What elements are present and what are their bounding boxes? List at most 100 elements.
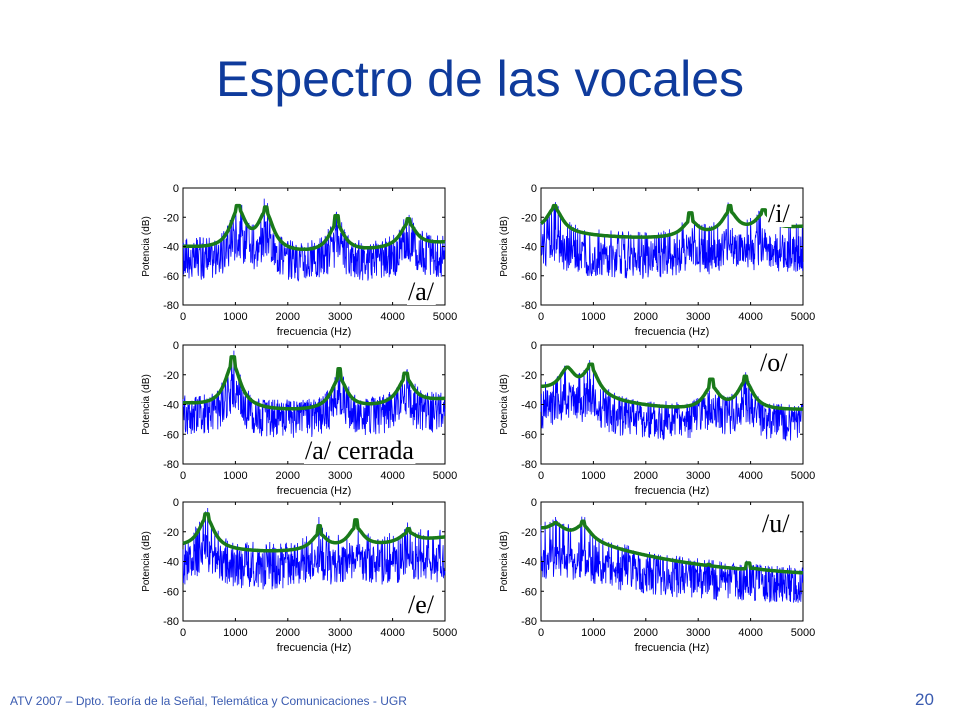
x-tick-label: 1000 (581, 627, 605, 639)
x-tick-label: 0 (538, 470, 544, 482)
x-tick-label: 0 (180, 627, 186, 639)
envelope-line (182, 355, 446, 411)
x-tick-label: 5000 (433, 470, 457, 482)
y-tick-label: 0 (173, 497, 179, 509)
y-axis-label: Potencia (dB) (141, 374, 152, 435)
x-tick-label: 4000 (738, 311, 762, 323)
x-tick-label: 5000 (791, 470, 815, 482)
y-tick-label: -20 (163, 370, 179, 382)
y-tick-label: 0 (531, 340, 537, 352)
x-tick-label: 5000 (791, 311, 815, 323)
vowel-chart-3: 0 1000 2000 3000 4000 5000 0 -20 -40 -60 -80 frecue… (141, 340, 457, 497)
vowel-chart-4: 0 1000 2000 3000 4000 5000 0 -20 -40 -60 -80 frecue… (499, 340, 815, 497)
x-tick-label: 0 (180, 470, 186, 482)
y-tick-label: 0 (173, 183, 179, 195)
x-tick-label: 1000 (581, 470, 605, 482)
y-tick-label: -40 (521, 557, 537, 569)
y-tick-label: -20 (521, 212, 537, 224)
y-tick-label: -20 (163, 527, 179, 539)
x-tick-label: 3000 (686, 627, 710, 639)
vowel-chart-1: 0 1000 2000 3000 4000 5000 0 -20 -40 -60 -80 frecue… (141, 183, 457, 338)
spectrum-line (540, 202, 804, 279)
y-tick-label: -60 (521, 271, 537, 283)
y-axis-label: Potencia (dB) (141, 216, 152, 277)
x-tick-label: 2000 (276, 470, 300, 482)
y-tick-label: -80 (521, 459, 537, 471)
envelope-line (182, 512, 446, 553)
y-tick-label: -60 (163, 586, 179, 598)
vowel-label-background (304, 438, 416, 464)
y-tick-label: 0 (531, 497, 537, 509)
y-axis-label: Potencia (dB) (141, 531, 152, 592)
x-tick-label: 2000 (634, 627, 658, 639)
y-tick-label: -60 (521, 586, 537, 598)
y-tick-label: -20 (521, 370, 537, 382)
envelope-line (540, 519, 804, 575)
x-tick-label: 0 (538, 627, 544, 639)
vowel-label-background (407, 592, 436, 618)
vowel-label: /a/ (408, 277, 435, 306)
y-tick-label: -20 (521, 527, 537, 539)
slide-footer: ATV 2007 – Dpto. Teoría de la Señal, Tel… (10, 694, 407, 708)
y-tick-label: -80 (521, 300, 537, 312)
y-axis-label: Potencia (dB) (499, 531, 510, 592)
y-tick-label: -80 (521, 616, 537, 628)
x-tick-label: 4000 (380, 470, 404, 482)
spectrum-line (182, 198, 446, 282)
y-axis-label: Potencia (dB) (499, 374, 510, 435)
vowel-label: /e/ (408, 590, 435, 619)
envelope-line (540, 362, 804, 411)
vowel-label: /i/ (768, 199, 790, 228)
spectrum-line (182, 507, 446, 590)
vowel-label: /a/ cerrada (305, 436, 414, 465)
x-axis-label: frecuencia (Hz) (277, 326, 352, 338)
x-tick-label: 4000 (380, 311, 404, 323)
x-axis-label: frecuencia (Hz) (277, 485, 352, 497)
page-number: 20 (915, 690, 934, 709)
y-tick-label: -40 (163, 557, 179, 569)
x-tick-label: 3000 (686, 311, 710, 323)
y-tick-label: 0 (173, 340, 179, 352)
vowel-label-background (759, 350, 790, 376)
x-tick-label: 1000 (223, 311, 247, 323)
x-tick-label: 3000 (686, 470, 710, 482)
y-tick-label: -40 (521, 242, 537, 254)
y-tick-label: -80 (163, 300, 179, 312)
x-tick-label: 4000 (738, 470, 762, 482)
x-tick-label: 4000 (380, 627, 404, 639)
vowel-chart-5: 0 1000 2000 3000 4000 5000 0 -20 -40 -60 -80 frecue… (141, 497, 457, 654)
x-axis-label: frecuencia (Hz) (635, 642, 710, 654)
x-tick-label: 1000 (223, 470, 247, 482)
x-tick-label: 4000 (738, 627, 762, 639)
y-tick-label: -60 (163, 429, 179, 441)
x-tick-label: 2000 (634, 470, 658, 482)
x-tick-label: 3000 (328, 627, 352, 639)
x-tick-label: 2000 (634, 311, 658, 323)
spectrum-line (540, 360, 804, 442)
x-tick-label: 0 (180, 311, 186, 323)
x-tick-label: 0 (538, 311, 544, 323)
x-tick-label: 5000 (433, 311, 457, 323)
vowel-label-background (767, 201, 792, 227)
y-tick-label: -80 (163, 616, 179, 628)
envelope-line (182, 203, 446, 252)
vowel-label-background (407, 279, 436, 305)
y-axis-label: Potencia (dB) (499, 216, 510, 277)
vowel-label: /o/ (760, 348, 788, 377)
x-tick-label: 5000 (791, 627, 815, 639)
vowel-label-background (761, 511, 792, 537)
y-tick-label: -40 (521, 400, 537, 412)
envelope-line (539, 203, 804, 239)
x-tick-label: 1000 (581, 311, 605, 323)
vowel-label: /u/ (762, 509, 790, 538)
y-tick-label: -40 (163, 400, 179, 412)
x-tick-label: 1000 (223, 627, 247, 639)
x-axis-label: frecuencia (Hz) (635, 326, 710, 338)
x-tick-label: 2000 (276, 627, 300, 639)
y-tick-label: 0 (531, 183, 537, 195)
x-tick-label: 3000 (328, 311, 352, 323)
y-tick-label: -20 (163, 212, 179, 224)
slide-title: Espectro de las vocales (215, 51, 745, 107)
vowel-chart-6: 0 1000 2000 3000 4000 5000 0 -20 -40 -60 -80 frecue… (499, 497, 815, 654)
